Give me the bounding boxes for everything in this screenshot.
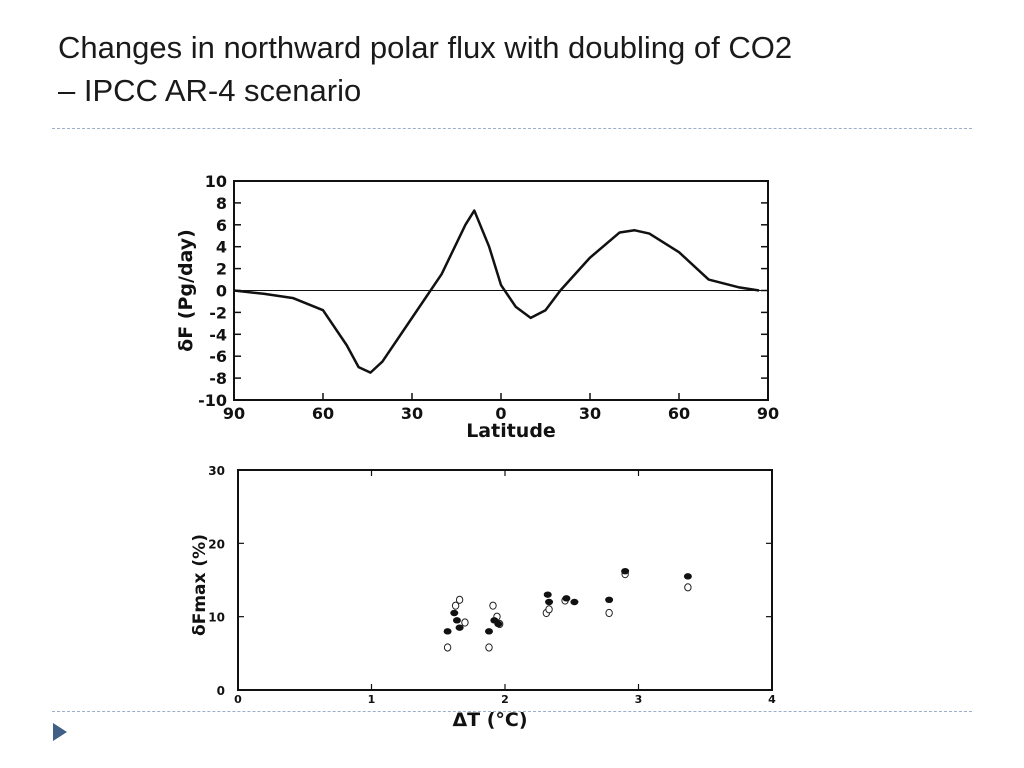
title-line-2: – IPCC AR-4 scenario [58,73,362,108]
open-marker-point [461,618,469,627]
filled-marker-point [450,609,459,617]
y-tick-label: -8 [209,369,227,388]
y-tick-label: -10 [198,391,227,410]
open-marker-point [485,643,493,652]
x-tick-label: 60 [312,404,334,423]
x-tick-label: 1 [368,693,376,706]
filled-marker-point [570,598,579,606]
filled-marker-point [452,617,461,624]
y-tick-label: 20 [208,537,225,551]
title-line-1: Changes in northward polar flux with dou… [58,30,793,65]
top-divider [52,128,972,129]
filled-marker-point [562,595,571,602]
x-axis-label: Latitude [466,420,556,442]
open-marker-point [605,608,613,618]
x-tick-label: 0 [234,693,242,706]
open-marker-point [684,583,692,592]
scatter-chart-frame [237,469,773,691]
slide-title: Changes in northward polar flux with dou… [58,26,978,112]
open-marker-point [489,601,497,610]
filled-marker-point [484,628,493,635]
x-axis-label: ΔT (°C) [452,709,527,731]
filled-marker-point [543,591,552,598]
x-tick-label: 4 [768,693,776,706]
y-tick-label: 8 [216,194,227,213]
filled-marker-point [605,596,614,603]
x-tick-label: 30 [401,404,423,423]
y-tick-label: 0 [216,282,227,301]
open-marker-point [451,601,460,610]
y-axis-label: δFmax (%) [190,534,210,636]
open-marker-point [455,595,464,604]
y-tick-label: 10 [205,172,227,191]
x-tick-label: 90 [757,404,779,423]
filled-marker-point [455,624,464,631]
filled-marker-point [494,620,503,628]
x-tick-label: 90 [223,404,245,423]
filled-marker-point [621,568,630,575]
bottom-divider [52,711,972,712]
flux-change-line [233,209,760,374]
y-tick-label: -4 [209,325,227,344]
y-tick-label: 6 [216,216,227,235]
filled-marker-point [683,573,692,580]
filled-marker-point [545,598,554,606]
x-tick-label: 30 [579,404,601,423]
y-tick-label: -6 [209,347,227,366]
x-tick-label: 0 [495,404,506,423]
y-tick-label: 4 [216,238,227,257]
open-marker-point [443,643,452,652]
x-tick-label: 3 [635,693,643,706]
x-tick-label: 60 [668,404,690,423]
y-tick-label: -2 [209,303,227,322]
y-tick-label: 30 [208,464,225,478]
y-tick-label: 2 [216,260,227,279]
y-axis-label: δF (Pg/day) [175,229,197,352]
filled-marker-point [443,628,452,635]
open-marker-point [545,605,553,614]
y-tick-label: 0 [217,684,225,698]
y-tick-label: 10 [208,611,225,625]
nav-arrow-icon[interactable] [52,722,68,742]
x-tick-label: 2 [501,693,509,706]
